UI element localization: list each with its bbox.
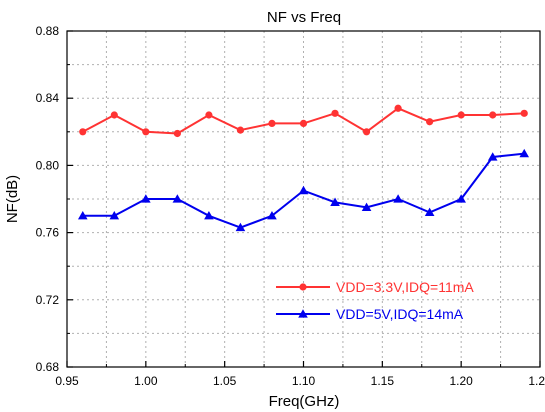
circle-marker [268, 119, 276, 127]
x-tick-label: 1.20 [449, 374, 473, 388]
triangle-marker [267, 211, 277, 220]
triangle-marker [361, 202, 372, 211]
triangle-marker [393, 194, 403, 203]
legend-label: VDD=3.3V,IDQ=11mA [336, 279, 474, 295]
x-tick-label: 1.10 [292, 374, 316, 388]
y-tick-label: 0.72 [36, 293, 60, 307]
circle-marker [299, 119, 308, 127]
y-tick-label: 0.84 [36, 91, 60, 105]
circle-marker [426, 118, 434, 126]
y-axis-label: NF(dB) [4, 175, 21, 223]
triangle-marker [77, 211, 88, 220]
triangle-marker [235, 222, 246, 232]
series-2 [77, 148, 530, 232]
triangle-marker [519, 148, 530, 158]
triangle-marker [109, 211, 120, 220]
triangle-marker [204, 211, 214, 220]
y-tick-labels: 0.68 0.72 0.76 0.80 0.84 0.88 [36, 24, 60, 374]
triangle-marker [172, 194, 183, 203]
legend-label: VDD=5V,IDQ=14mA [336, 306, 464, 322]
triangle-marker [424, 207, 435, 217]
triangle-marker [298, 309, 308, 318]
triangle-marker [330, 197, 340, 206]
triangle-marker [141, 194, 151, 203]
legend: VDD=3.3V,IDQ=11mA VDD=5V,IDQ=14mA [276, 279, 474, 322]
x-tick-label: 0.95 [55, 374, 79, 388]
circle-marker [457, 111, 465, 119]
series-1 [79, 104, 528, 138]
triangle-marker [456, 194, 466, 203]
x-tick-label: 1.15 [371, 374, 395, 388]
circle-marker [173, 129, 181, 138]
y-tick-label: 0.80 [36, 158, 60, 172]
triangle-marker [298, 185, 309, 195]
chart-title: NF vs Freq [267, 9, 341, 26]
circle-marker [79, 128, 87, 136]
y-tick-label: 0.76 [36, 226, 60, 240]
circle-marker [299, 283, 307, 291]
circle-marker [142, 128, 150, 136]
x-tick-labels: 0.95 1.00 1.05 1.10 1.15 1.20 1.25 [55, 374, 545, 388]
grid-lines [67, 31, 540, 367]
y-tick-label: 0.88 [36, 24, 60, 38]
legend-entry: VDD=5V,IDQ=14mA [276, 306, 464, 322]
x-tick-label: 1.00 [134, 374, 158, 388]
triangle-marker [487, 152, 498, 161]
circle-marker [394, 104, 402, 112]
y-tick-label: 0.68 [36, 360, 60, 374]
x-tick-label: 1.05 [213, 374, 237, 388]
circle-marker [520, 109, 528, 117]
circle-marker [489, 111, 497, 119]
circle-marker [110, 111, 118, 119]
x-tick-label: 1.25 [528, 374, 545, 388]
circle-marker [236, 126, 245, 134]
x-axis-label: Freq(GHz) [269, 393, 340, 410]
legend-entry: VDD=3.3V,IDQ=11mA [276, 279, 474, 295]
circle-marker [331, 109, 339, 117]
axis-ticks [66, 30, 541, 368]
circle-marker [205, 111, 213, 119]
data-series [77, 104, 530, 232]
circle-marker [362, 128, 371, 136]
